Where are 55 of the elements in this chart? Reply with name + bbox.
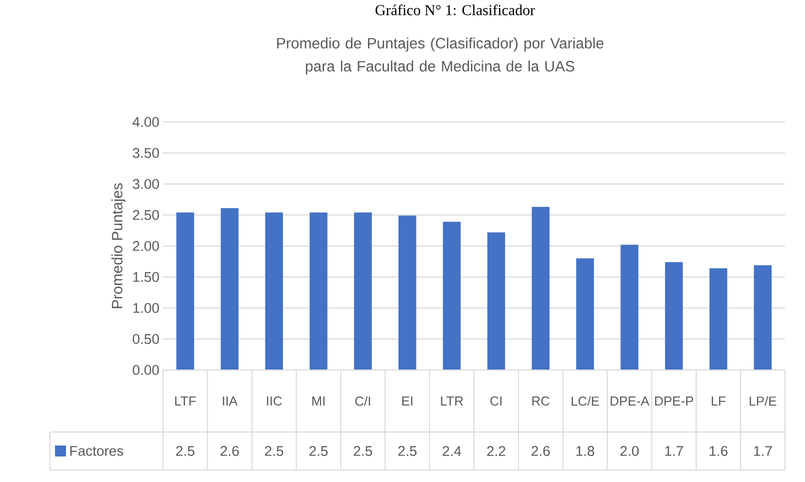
bar	[354, 212, 372, 370]
y-tick-label: 2.50	[132, 210, 159, 220]
bar	[310, 212, 328, 370]
y-tick-label: 3.00	[132, 179, 159, 189]
x-tick-label: LC/E	[572, 396, 599, 406]
x-tick-label: CI	[490, 396, 502, 406]
legend-label: Factores	[70, 446, 124, 456]
bar	[709, 268, 728, 370]
chart-subtitle: Promedio de Puntajes (Clasificador) por Variable para la Facultad de Medicina de la UAS	[277, 38, 604, 74]
data-label: 2.5	[354, 446, 372, 456]
bar	[754, 265, 772, 370]
data-label: 2.5	[309, 446, 328, 456]
data-label: 2.5	[176, 446, 194, 456]
bar	[487, 232, 506, 370]
bar	[265, 212, 283, 370]
data-label: 2.6	[220, 446, 239, 456]
data-label: 2.5	[398, 446, 417, 456]
y-tick-label: 1.00	[133, 303, 159, 313]
data-label: 1.8	[576, 446, 594, 456]
bar	[398, 216, 416, 370]
y-axis-title: Promedio Puntajes	[111, 183, 126, 308]
x-tick-label: EI	[402, 396, 412, 406]
bar	[576, 258, 594, 370]
y-tick-label: 3.50	[132, 148, 159, 158]
data-label: 1.7	[754, 446, 772, 456]
data-label: 2.2	[487, 446, 506, 456]
x-tick-label: LF	[712, 396, 726, 406]
bar	[176, 212, 194, 370]
bar	[220, 208, 239, 370]
bar	[665, 262, 683, 370]
x-tick-label: DPE-P	[655, 396, 694, 406]
x-tick-label: MI	[312, 396, 325, 406]
data-label: 2.6	[532, 446, 550, 456]
x-tick-label: RC	[532, 396, 550, 406]
x-tick-label: IIA	[222, 396, 238, 406]
y-tick-label: 1.50	[133, 272, 159, 282]
y-tick-label: 0.00	[132, 365, 159, 375]
data-label: 2.4	[442, 446, 462, 456]
y-tick-label: 0.50	[132, 334, 159, 344]
data-label: 2.5	[265, 446, 284, 456]
x-tick-label: LTF	[175, 396, 196, 406]
x-tick-label: C/I	[355, 396, 370, 406]
x-tick-label: LP/E	[750, 396, 776, 406]
y-tick-label: 4.00	[132, 117, 159, 127]
bar	[442, 222, 461, 370]
x-tick-label: DPE-A	[610, 396, 650, 406]
x-tick-label: LTR	[441, 396, 463, 406]
chart-title: Gráfico N° 1: Clasificador	[376, 4, 535, 16]
x-tick-label: IIC	[266, 396, 282, 406]
bar	[620, 244, 638, 370]
data-label: 1.6	[710, 446, 728, 456]
data-label: 1.7	[665, 446, 683, 456]
y-tick-label: 2.00	[132, 241, 159, 251]
data-label: 2.0	[620, 446, 639, 456]
bar	[532, 206, 550, 370]
